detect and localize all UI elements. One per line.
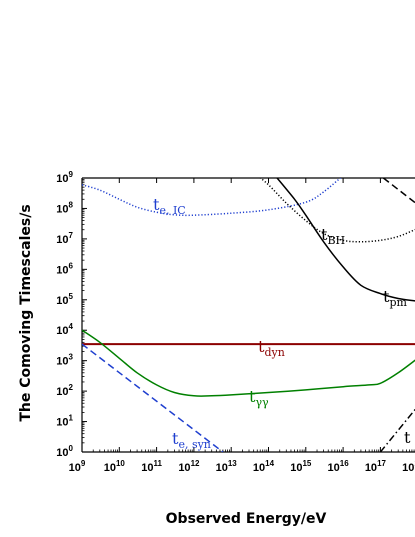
tick-labels-layer: 109 1010 1011 1012 1013 1014 1015 1016 1017 1018 1… [56, 170, 415, 474]
x-tick-label: 1016 [328, 459, 350, 474]
x-tick-label: 109 [69, 459, 86, 474]
y-tick-label: 104 [56, 322, 73, 337]
x-tick-label: 1018 [402, 459, 415, 474]
label-t-pm: tpm [383, 287, 407, 309]
y-tick-label: 103 [56, 353, 73, 368]
label-t-e-syn: te, syn [172, 429, 211, 451]
y-tick-label: 100 [56, 444, 73, 459]
label-t-dashdot-black: t [404, 428, 411, 447]
curve-t-e-syn [82, 343, 224, 452]
y-tick-label: 102 [56, 383, 73, 398]
curve-t-dashed-black [382, 178, 415, 204]
y-tick-label: 107 [56, 231, 73, 246]
x-tick-label: 1017 [365, 459, 387, 474]
curve-t-e-IC [82, 178, 342, 217]
x-tick-label: 1013 [216, 459, 238, 474]
x-axis-title: Observed Energy/eV [166, 511, 327, 527]
x-tick-label: 1015 [290, 459, 312, 474]
plot-frame [81, 177, 415, 453]
y-tick-label: 105 [56, 292, 73, 307]
y-tick-label: 106 [56, 261, 73, 276]
curve-t-BH [259, 178, 415, 243]
curve-t-gammagamma [82, 329, 415, 397]
x-tick-label: 1011 [141, 459, 162, 474]
x-tick-label: 1012 [178, 459, 200, 474]
x-tick-label: 1014 [253, 459, 275, 474]
x-tick-label: 1010 [104, 459, 126, 474]
label-t-e-IC: te, IC [153, 195, 186, 217]
y-axis-title: The Comoving Timescales/s [18, 204, 34, 421]
curves-layer [82, 178, 415, 452]
labels-layer: te, IC tBH tpm tdyn tγγ te, syn t [153, 195, 411, 451]
y-tick-label: 108 [56, 200, 73, 215]
curve-t-pm [276, 178, 415, 302]
label-t-dyn: tdyn [258, 337, 285, 359]
label-t-gammagamma: tγγ [249, 387, 269, 409]
y-tick-label: 101 [56, 414, 73, 429]
y-tick-label: 109 [56, 170, 73, 185]
label-t-BH: tBH [321, 225, 345, 247]
